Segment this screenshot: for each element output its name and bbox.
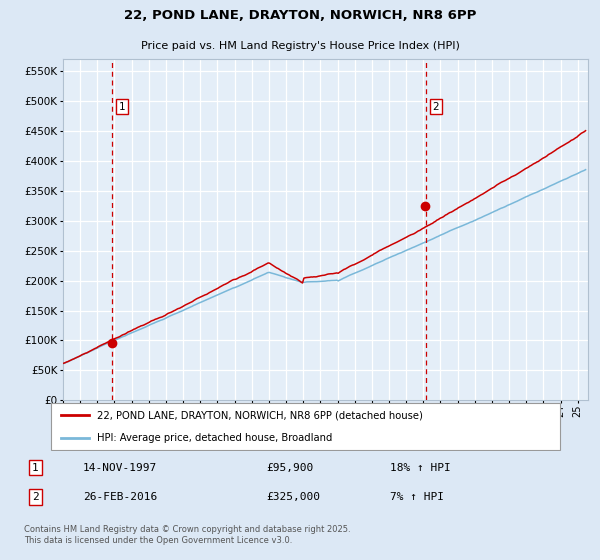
Text: 14-NOV-1997: 14-NOV-1997 [83,463,157,473]
Text: 22, POND LANE, DRAYTON, NORWICH, NR8 6PP: 22, POND LANE, DRAYTON, NORWICH, NR8 6PP [124,9,476,22]
FancyBboxPatch shape [50,403,560,450]
Text: Price paid vs. HM Land Registry's House Price Index (HPI): Price paid vs. HM Land Registry's House … [140,41,460,51]
Text: Contains HM Land Registry data © Crown copyright and database right 2025.
This d: Contains HM Land Registry data © Crown c… [23,525,350,545]
Text: 2: 2 [433,101,439,111]
Text: £95,900: £95,900 [266,463,313,473]
Text: 26-FEB-2016: 26-FEB-2016 [83,492,157,502]
Text: HPI: Average price, detached house, Broadland: HPI: Average price, detached house, Broa… [97,433,332,442]
Text: 1: 1 [119,101,126,111]
Text: 22, POND LANE, DRAYTON, NORWICH, NR8 6PP (detached house): 22, POND LANE, DRAYTON, NORWICH, NR8 6PP… [97,410,423,420]
Text: 7% ↑ HPI: 7% ↑ HPI [390,492,444,502]
Text: 18% ↑ HPI: 18% ↑ HPI [390,463,451,473]
Text: 2: 2 [32,492,39,502]
Text: 1: 1 [32,463,39,473]
Text: £325,000: £325,000 [266,492,320,502]
